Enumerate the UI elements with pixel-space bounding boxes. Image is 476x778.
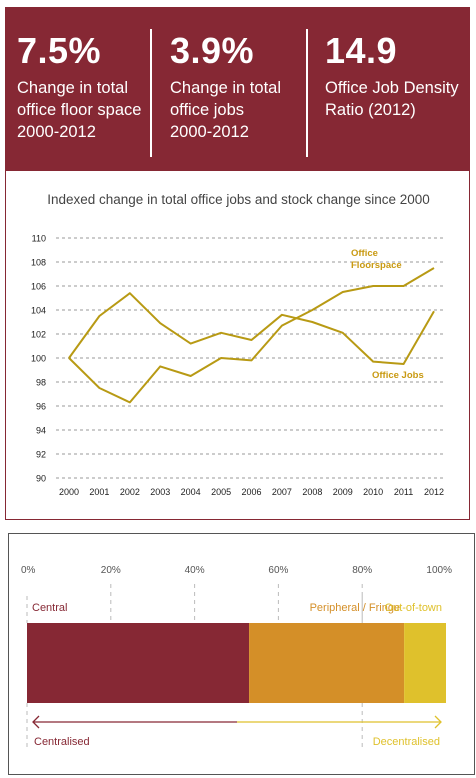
x-tick-label: 2000 <box>59 487 79 497</box>
x-tick-label: 0% <box>21 565 36 576</box>
stat-label: Change in total office jobs 2000-2012 <box>170 79 281 141</box>
stat-value: 7.5% <box>17 30 102 71</box>
x-tick-label: 2008 <box>302 487 322 497</box>
stat-value: 3.9% <box>170 30 255 71</box>
x-tick-label: 2006 <box>241 487 261 497</box>
x-tick-label: 2003 <box>150 487 170 497</box>
stat-divider <box>150 29 152 157</box>
stat-label: Office Job Density Ratio (2012) <box>325 79 459 119</box>
y-tick-label: 90 <box>36 474 46 484</box>
x-tick-label: 2007 <box>272 487 292 497</box>
bar-segment-central <box>27 623 250 703</box>
series-label-office-jobs: Office Jobs <box>372 370 424 381</box>
stat-value: 14.9 <box>325 30 398 71</box>
x-tick-label: 2001 <box>89 487 109 497</box>
x-tick-label: 2005 <box>211 487 231 497</box>
x-tick-label: 40% <box>185 565 205 576</box>
y-tick-label: 96 <box>36 402 46 412</box>
chart-title: Indexed change in total office jobs and … <box>47 192 430 207</box>
y-tick-label: 108 <box>31 258 46 268</box>
y-tick-label: 110 <box>32 234 46 244</box>
segment-label: Peripheral / Fringe <box>310 602 401 614</box>
x-tick-label: 20% <box>101 565 121 576</box>
x-tick-label: 60% <box>268 565 288 576</box>
x-tick-label: 2002 <box>120 487 140 497</box>
arrow-head-left <box>32 715 40 729</box>
x-tick-label: 2009 <box>333 487 353 497</box>
y-tick-label: 106 <box>31 282 46 292</box>
segment-label: Out-of-town <box>385 602 442 614</box>
series-label-office-floorspace: Office Floorspace <box>351 248 402 271</box>
stats-header: 7.5% Change in total office floor space … <box>5 7 470 171</box>
y-tick-label: 104 <box>31 306 46 316</box>
y-tick-label: 102 <box>31 330 46 340</box>
y-tick-label: 100 <box>31 354 46 364</box>
bar-segment-out-of-town <box>404 623 446 703</box>
segment-label: Central <box>32 602 67 614</box>
line-chart: 90 92 94 96 98 100 102 104 106 108 110 2000 2001 2002… <box>31 234 446 497</box>
x-tick-label: 100% <box>426 565 452 576</box>
x-tick-label: 80% <box>352 565 372 576</box>
bar-segment-peripheral-fringe <box>249 623 405 703</box>
y-tick-label: 92 <box>36 450 46 460</box>
arrow-head-right <box>434 715 442 729</box>
y-tick-label: 94 <box>36 426 46 436</box>
x-tick-label: 2011 <box>394 487 413 497</box>
series-office-jobs <box>68 292 435 365</box>
stat-label: Change in total office floor space 2000-… <box>17 79 142 141</box>
x-tick-label: 2004 <box>181 487 201 497</box>
series-office-floorspace <box>68 267 435 404</box>
arrow-label-centralised: Centralised <box>34 736 90 748</box>
x-tick-label: 2010 <box>363 487 383 497</box>
stacked-bar-chart: 0% 20% 40% 60% 80% 100% Central Peripheral / Fr… <box>21 565 452 749</box>
y-tick-label: 98 <box>36 378 46 388</box>
arrow-label-decentralised: Decentralised <box>373 736 440 748</box>
stat-divider <box>306 29 308 157</box>
x-tick-label: 2012 <box>424 487 444 497</box>
line-chart-panel: Indexed change in total office jobs and … <box>5 171 470 520</box>
bar-chart-panel: 0% 20% 40% 60% 80% 100% Central Peripheral / Fr… <box>8 533 475 775</box>
